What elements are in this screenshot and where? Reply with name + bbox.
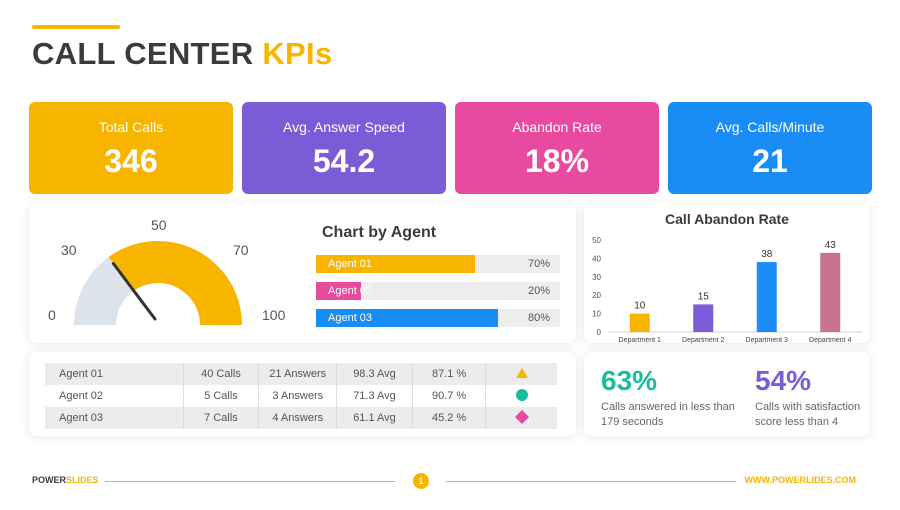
- footer-url-link[interactable]: WWW.POWERLIDES.COM: [744, 475, 857, 485]
- percent-cell: 87.1 %: [412, 363, 487, 385]
- avg-cell: 98.3 Avg: [336, 363, 413, 385]
- kpi-label: Avg. Answer Speed: [283, 119, 405, 135]
- agent-bar-fill: [316, 282, 362, 300]
- gauge-needle: [111, 262, 157, 321]
- chart-by-agent-title: Chart by Agent: [322, 224, 437, 241]
- agent-name-cell: Agent 01: [45, 363, 184, 385]
- answers-cell: 21 Answers: [258, 363, 338, 385]
- gauge-label-70: 70: [233, 242, 249, 258]
- agent-name-cell: Agent 02: [45, 385, 184, 407]
- stat-satisfaction-description: Calls with satisfaction score less than …: [755, 401, 861, 428]
- kpi-value: 54.2: [312, 143, 376, 179]
- gauge-track: [74, 257, 134, 325]
- triangle-icon: [515, 367, 528, 378]
- gauge-label-100: 100: [262, 307, 286, 323]
- table-row: Agent 02 5 Calls 3 Answers 71.3 Avg 90.7…: [45, 385, 557, 407]
- page-number: 1: [413, 473, 429, 489]
- stat-answered-description: Calls answered in less than 179 seconds: [601, 401, 735, 428]
- stat-satisfaction-value: 54%: [755, 365, 812, 396]
- calls-cell: 5 Calls: [183, 385, 260, 407]
- footer-line-right: [446, 481, 736, 482]
- calls-cell: 7 Calls: [183, 407, 260, 429]
- gauge-label-0: 0: [48, 307, 56, 323]
- diamond-icon: [514, 409, 529, 424]
- agent-bar-row: Agent 01 70%: [316, 255, 560, 273]
- agent-table: Agent 01 40 Calls 21 Answers 98.3 Avg 87…: [45, 363, 557, 429]
- page-title-main: CALL CENTER: [32, 36, 254, 71]
- agent-name-cell: Agent 03: [45, 407, 184, 429]
- gauge-label-30: 30: [61, 242, 77, 258]
- avg-cell: 71.3 Avg: [336, 385, 413, 407]
- kpi-value: 21: [752, 143, 788, 179]
- gauge-fill: [108, 241, 242, 325]
- agent-bar-fill: [316, 309, 498, 327]
- abandon-chart-title: Call Abandon Rate: [665, 211, 789, 227]
- table-row: Agent 01 40 Calls 21 Answers 98.3 Avg 87…: [45, 363, 557, 385]
- answers-cell: 4 Answers: [258, 407, 338, 429]
- gauge-chart: [74, 241, 242, 325]
- agent-bar-fill: [316, 255, 475, 273]
- circle-icon: [515, 388, 528, 401]
- agent-bar-name: Agent 02: [328, 285, 373, 297]
- answers-cell: 3 Answers: [258, 385, 338, 407]
- kpi-card-abandon-rate: Abandon Rate 18%: [455, 102, 659, 194]
- agent-bar-name: Agent 03: [328, 312, 373, 324]
- agent-bar-row: Agent 02 20%: [316, 282, 560, 300]
- page-title: CALL CENTER KPIs: [32, 36, 333, 72]
- agent-bar-percent: 80%: [527, 312, 550, 324]
- calls-cell: 40 Calls: [183, 363, 260, 385]
- footer-brand-highlight: SLIDES: [66, 475, 99, 485]
- kpi-label: Abandon Rate: [512, 119, 602, 135]
- footer-brand-main: POWER: [32, 475, 67, 485]
- table-row: Agent 03 7 Calls 4 Answers 61.1 Avg 45.2…: [45, 407, 557, 429]
- footer-line-left: [105, 481, 395, 482]
- percent-cell: 90.7 %: [412, 385, 487, 407]
- agent-bar-row: Agent 03 80%: [316, 309, 560, 327]
- kpi-label: Total Calls: [98, 119, 164, 135]
- title-accent-bar: [32, 25, 120, 29]
- gauge-label-50: 50: [151, 217, 167, 233]
- stats-panel: [584, 352, 870, 436]
- kpi-card-total-calls: Total Calls 346: [29, 102, 233, 194]
- kpi-card-avg-calls-per-minute: Avg. Calls/Minute 21: [668, 102, 872, 194]
- footer-brand: POWERSLIDES: [32, 475, 99, 485]
- marker-cell: [485, 407, 557, 429]
- kpi-value: 18%: [524, 143, 590, 179]
- percent-cell: 45.2 %: [412, 407, 487, 429]
- agent-bar-percent: 20%: [527, 285, 550, 297]
- avg-cell: 61.1 Avg: [336, 407, 413, 429]
- page-title-highlight: KPIs: [262, 36, 333, 71]
- kpi-value: 346: [104, 143, 158, 179]
- agent-bar-percent: 70%: [527, 258, 550, 270]
- marker-cell: [486, 385, 557, 407]
- marker-cell: [485, 363, 557, 385]
- kpi-card-avg-answer-speed: Avg. Answer Speed 54.2: [242, 102, 446, 194]
- kpi-label: Avg. Calls/Minute: [715, 119, 825, 135]
- agent-bar-name: Agent 01: [328, 258, 373, 270]
- stat-answered-value: 63%: [601, 365, 658, 396]
